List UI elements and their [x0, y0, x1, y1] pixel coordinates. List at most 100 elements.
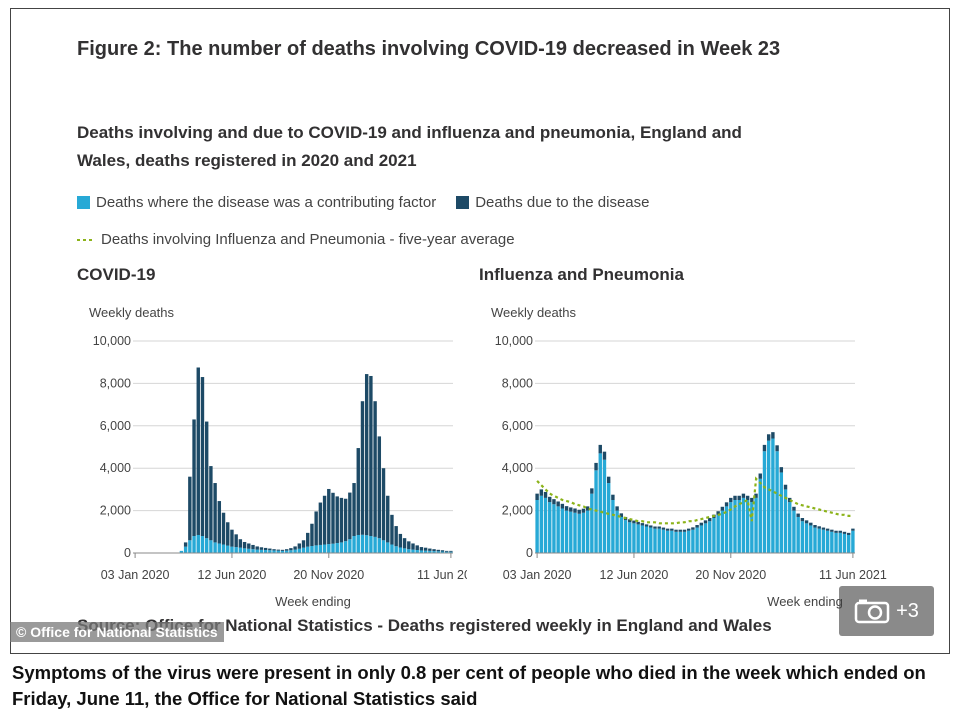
covid-bar-contributing — [192, 536, 196, 553]
flu-bar-contributing — [846, 534, 851, 553]
flu-bar-contributing — [691, 529, 695, 553]
flu-bar-due — [556, 501, 560, 507]
covid-bar-contributing — [230, 546, 234, 553]
covid-bar-contributing — [234, 547, 238, 553]
covid-bar-contributing — [419, 550, 424, 553]
flu-bar-contributing — [632, 523, 636, 553]
covid-bar-due — [449, 550, 453, 552]
legend-label-due: Deaths due to the disease — [475, 194, 650, 211]
covid-y-axis-label: Weekly deaths — [89, 305, 175, 320]
flu-bar-contributing — [703, 523, 708, 553]
flu-bar-due — [577, 509, 581, 514]
flu-bar-due — [569, 507, 573, 512]
covid-bar-due — [242, 541, 247, 549]
flu-chart: Weekly deaths 0 2,000 4,000 6,000 8,000 10,000… — [491, 305, 887, 609]
flu-bar-contributing — [552, 504, 556, 553]
flu-bar-contributing — [834, 532, 838, 553]
flu-bar-due — [594, 462, 598, 471]
flu-y-tick-label: 10,000 — [495, 334, 533, 348]
covid-bar-due — [200, 377, 205, 537]
covid-bar-contributing — [297, 548, 302, 553]
flu-bar-due — [699, 522, 704, 526]
covid-bar-contributing — [373, 536, 377, 553]
covid-bar-due — [188, 476, 192, 541]
flu-bar-contributing — [775, 451, 779, 553]
covid-bar-contributing — [263, 550, 268, 553]
flu-bar-contributing — [800, 521, 805, 553]
flu-bar-due — [708, 518, 712, 522]
covid-x-tick-label: 03 Jan 2020 — [101, 568, 170, 582]
covid-bar-due — [373, 401, 377, 537]
flu-bar-contributing — [682, 531, 687, 553]
figure-title: Figure 2: The number of deaths involving… — [77, 38, 781, 60]
flu-bar-due — [724, 502, 729, 507]
flu-bar-contributing — [758, 478, 762, 553]
flu-bar-contributing — [821, 529, 826, 553]
flu-bar-contributing — [539, 495, 544, 553]
flu-y-tick-label: 6,000 — [502, 419, 533, 433]
image-credit: © Office for National Statistics — [10, 622, 224, 642]
flu-bar-due — [573, 508, 577, 513]
flu-bar-contributing — [771, 438, 775, 553]
covid-bar-due — [318, 502, 323, 545]
covid-panel-title: COVID-19 — [77, 265, 156, 284]
covid-bar-due — [192, 419, 196, 537]
flu-bar-contributing — [809, 525, 813, 553]
flu-bar-due — [834, 530, 838, 533]
covid-y-tick-label: 4,000 — [100, 461, 131, 475]
covid-bar-contributing — [327, 544, 331, 553]
covid-bar-contributing — [348, 539, 352, 553]
flu-bar-due — [809, 522, 813, 526]
covid-bar-due — [364, 374, 369, 536]
covid-bar-contributing — [217, 543, 222, 553]
camera-icon — [854, 599, 890, 624]
flu-bar-due — [649, 525, 653, 528]
covid-bar-contributing — [343, 541, 348, 553]
covid-bar-contributing — [268, 550, 272, 553]
legend-swatch-due — [456, 196, 470, 209]
covid-y-tick-label: 2,000 — [100, 504, 131, 518]
covid-bar-contributing — [306, 546, 310, 553]
covid-bar-contributing — [314, 545, 318, 553]
covid-bar-due — [276, 549, 280, 551]
covid-bar-contributing — [200, 536, 205, 553]
covid-bar-due — [356, 448, 360, 535]
covid-bar-due — [310, 523, 314, 547]
covid-y-tick-label: 0 — [124, 546, 131, 560]
flu-bar-contributing — [611, 500, 615, 553]
covid-bar-due — [226, 522, 230, 546]
flu-bar-contributing — [825, 530, 830, 553]
flu-x-tick-label: 12 Jun 2020 — [600, 568, 669, 582]
covid-bar-contributing — [259, 549, 264, 553]
covid-bar-contributing — [449, 551, 453, 553]
covid-bar-due — [352, 483, 356, 537]
flu-bar-contributing — [556, 506, 560, 553]
covid-bar-contributing — [242, 548, 247, 553]
covid-bar-contributing — [331, 543, 335, 553]
flu-y-tick-label: 0 — [526, 546, 533, 560]
flu-bar-contributing — [842, 533, 847, 553]
flu-bar-contributing — [653, 528, 657, 553]
covid-bar-contributing — [339, 542, 344, 553]
flu-bar-due — [830, 529, 834, 532]
flu-bar-due — [720, 506, 725, 511]
covid-bar-due — [369, 375, 373, 537]
covid-bar-due — [268, 548, 272, 551]
flu-bar-contributing — [741, 497, 746, 553]
flu-bar-due — [552, 499, 556, 505]
covid-x-tick-label: 12 Jun 2020 — [198, 568, 267, 582]
covid-bar-contributing — [381, 540, 386, 553]
covid-bar-contributing — [272, 550, 276, 553]
flu-bar-contributing — [830, 531, 834, 553]
flu-bar-contributing — [792, 510, 796, 553]
flu-bar-due — [750, 497, 754, 503]
flu-bar-due — [771, 432, 775, 439]
flu-bar-contributing — [543, 497, 548, 553]
covid-bar-due — [314, 511, 318, 546]
article-caption: Symptoms of the virus were present in on… — [12, 662, 926, 709]
covid-bar-contributing — [377, 538, 382, 553]
covid-bar-due — [293, 546, 297, 550]
flu-panel-title: Influenza and Pneumonia — [479, 265, 684, 284]
flu-bar-contributing — [779, 472, 784, 553]
gallery-button[interactable]: +3 — [839, 586, 934, 636]
